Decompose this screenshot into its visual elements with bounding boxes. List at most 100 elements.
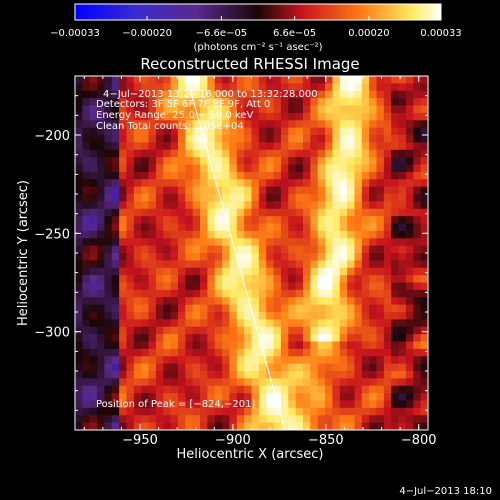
heatmap-cell (295, 76, 304, 84)
heatmap-cell (273, 289, 282, 298)
heatmap-cell (75, 105, 83, 114)
heatmap-cell (251, 385, 260, 394)
heatmap-cell (148, 135, 157, 143)
heatmap-cell (383, 164, 392, 173)
heatmap-cell (405, 216, 414, 224)
heatmap-cell (97, 171, 105, 180)
heatmap-cell (310, 238, 319, 247)
heatmap-cell (413, 83, 422, 92)
heatmap-cell (222, 407, 230, 416)
heatmap-cell (214, 157, 223, 165)
heatmap-cell (229, 415, 238, 424)
heatmap-cell (89, 245, 98, 254)
heatmap-cell (222, 348, 230, 357)
heatmap-cell (420, 142, 428, 151)
heatmap-cell (133, 356, 142, 365)
heatmap-cell (222, 164, 230, 173)
heatmap-cell (310, 120, 319, 129)
heatmap-cell (207, 105, 216, 114)
heatmap-cell (420, 415, 428, 424)
heatmap-cell (369, 275, 377, 283)
heatmap-cell (200, 415, 208, 424)
heatmap-cell (104, 297, 113, 306)
heatmap-cell (325, 149, 333, 158)
heatmap-cell (361, 112, 370, 121)
heatmap-cell (163, 393, 171, 401)
heatmap-cell (405, 201, 414, 210)
heatmap-cell (244, 275, 252, 283)
heatmap-cell (405, 245, 414, 254)
heatmap-cell (82, 312, 91, 320)
heatmap-cell (339, 348, 348, 357)
heatmap-cell (163, 98, 171, 106)
heatmap-cell (200, 76, 208, 84)
heatmap-cell (258, 282, 267, 291)
heatmap-cell (141, 334, 149, 342)
heatmap-cell (266, 348, 274, 357)
heatmap-cell (148, 378, 157, 387)
heatmap-cell (413, 238, 422, 247)
heatmap-cell (82, 363, 91, 372)
heatmap-cell (413, 142, 422, 151)
heatmap-cell (104, 348, 113, 357)
heatmap-cell (280, 407, 289, 416)
x-tick-label: −950 (122, 433, 158, 448)
heatmap-cell (133, 393, 142, 401)
heatmap-cell (111, 341, 120, 350)
heatmap-cell (317, 171, 326, 180)
heatmap-cell (295, 334, 304, 342)
heatmap-cell (266, 90, 274, 99)
heatmap-cell (288, 98, 297, 106)
heatmap-cell (119, 356, 127, 365)
heatmap-cell (405, 267, 414, 276)
heatmap-cell (244, 135, 252, 143)
heatmap-cell (325, 208, 333, 217)
heatmap-cell (104, 135, 113, 143)
heatmap-cell (310, 201, 319, 210)
heatmap-cell (258, 238, 267, 247)
heatmap-cell (273, 164, 282, 173)
heatmap-cell (111, 164, 120, 173)
heatmap-cell (405, 186, 414, 195)
heatmap-cell (111, 260, 120, 269)
heatmap-cell (413, 164, 422, 173)
heatmap-cell (405, 142, 414, 151)
heatmap-cell (405, 260, 414, 269)
heatmap-cell (354, 312, 363, 320)
y-tick-label: −200 (34, 129, 70, 144)
heatmap-cell (420, 238, 428, 247)
heatmap-cell (302, 341, 311, 350)
heatmap-cell (126, 171, 135, 180)
heatmap-cell (347, 334, 355, 342)
heatmap-cell (376, 245, 385, 254)
heatmap-cell (185, 223, 194, 232)
heatmap-cell (280, 282, 289, 291)
heatmap-cell (347, 400, 355, 409)
heatmap-cell (126, 127, 135, 136)
heatmap-cell (317, 275, 326, 283)
heatmap-cell (141, 208, 149, 217)
heatmap-cell (347, 90, 355, 99)
heatmap-cell (354, 142, 363, 151)
heatmap-cell (325, 289, 333, 298)
heatmap-cell (295, 112, 304, 121)
heatmap-cell (280, 98, 289, 106)
heatmap-cell (170, 393, 179, 401)
heatmap-cell (339, 230, 348, 239)
heatmap-cell (413, 201, 422, 210)
heatmap-cell (413, 275, 422, 283)
heatmap-cell (207, 208, 216, 217)
heatmap-cell (192, 267, 201, 276)
heatmap-cell (163, 230, 171, 239)
heatmap-cell (126, 179, 135, 188)
heatmap-cell (332, 275, 341, 283)
heatmap-cell (244, 348, 252, 357)
heatmap-cell (354, 135, 363, 143)
heatmap-cell (413, 363, 422, 372)
heatmap-cell (354, 341, 363, 350)
heatmap-cell (339, 393, 348, 401)
heatmap-cell (251, 105, 260, 114)
energy-range-annotation: Energy Range: 25.0 − 50.0 keV (96, 110, 253, 121)
heatmap-cell (376, 282, 385, 291)
heatmap-cell (75, 289, 83, 298)
